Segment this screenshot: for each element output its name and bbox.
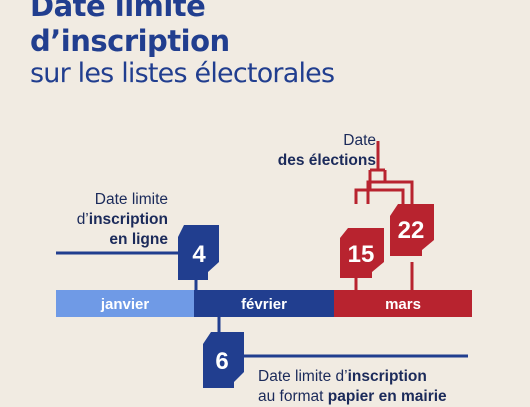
election-date-number-15: 15 — [348, 241, 375, 268]
online-connector-line — [56, 251, 198, 290]
paper-connector-line — [217, 317, 468, 358]
paper-date-number: 6 — [215, 348, 228, 375]
month-label-february: février — [241, 296, 287, 313]
online-deadline-label: Date limite d’inscription en ligne — [76, 191, 168, 248]
title-line-1: Date limite — [30, 0, 206, 23]
subtitle: sur les listes électorales — [30, 58, 335, 89]
paper-date-marker — [203, 332, 244, 388]
month-segment-january — [56, 290, 194, 317]
online-date-marker — [178, 225, 219, 280]
title-line-2: d’inscription — [30, 24, 230, 58]
election-date-marker-22 — [390, 204, 434, 256]
paper-deadline-label: Date limite d’inscription au format papi… — [258, 368, 447, 405]
election-date-number-22: 22 — [398, 217, 425, 244]
online-date-number: 4 — [192, 241, 206, 268]
elections-label: Date des élections — [277, 132, 376, 169]
month-label-march: mars — [385, 296, 421, 313]
election-date-marker-15 — [340, 228, 384, 278]
month-segment-february — [194, 290, 334, 317]
month-label-january: janvier — [100, 296, 150, 313]
month-segment-march — [334, 290, 472, 317]
